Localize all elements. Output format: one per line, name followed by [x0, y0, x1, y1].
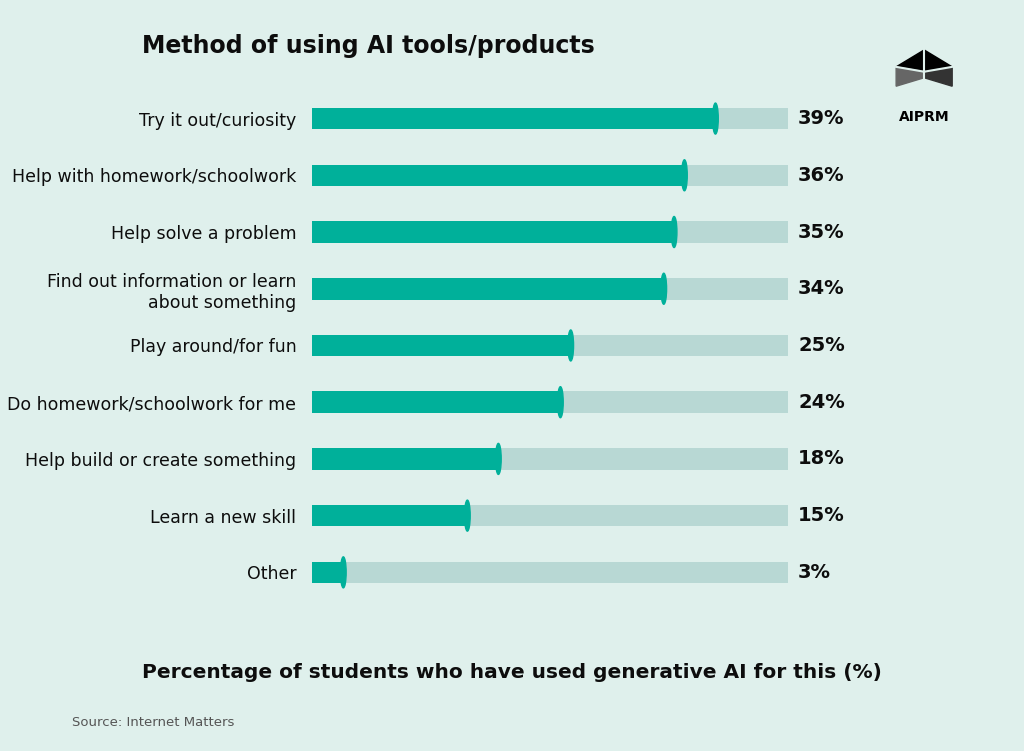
Bar [312, 562, 787, 583]
Bar [312, 278, 787, 300]
Bar [312, 164, 787, 186]
Polygon shape [896, 67, 924, 86]
Text: 34%: 34% [798, 279, 845, 298]
Circle shape [682, 160, 687, 191]
Text: 15%: 15% [798, 506, 845, 525]
Bar [312, 448, 499, 469]
Bar [312, 448, 787, 469]
Text: 39%: 39% [798, 109, 845, 128]
Circle shape [660, 273, 667, 304]
Bar [312, 562, 343, 583]
Bar [312, 335, 787, 356]
Bar [312, 391, 787, 413]
Bar [312, 164, 684, 186]
Circle shape [341, 556, 346, 588]
Bar [312, 278, 664, 300]
Circle shape [672, 216, 677, 248]
Bar [312, 222, 674, 243]
Text: Source: Internet Matters: Source: Internet Matters [72, 716, 234, 729]
Bar [312, 505, 467, 526]
Bar [312, 391, 560, 413]
Circle shape [465, 500, 470, 531]
Polygon shape [896, 50, 952, 71]
Polygon shape [924, 67, 952, 86]
Text: AIPRM: AIPRM [899, 110, 949, 124]
Text: 18%: 18% [798, 449, 845, 469]
Text: 35%: 35% [798, 222, 845, 242]
Circle shape [558, 387, 563, 418]
Bar [312, 108, 787, 129]
Bar [312, 335, 570, 356]
Text: Percentage of students who have used generative AI for this (%): Percentage of students who have used gen… [142, 662, 882, 682]
Text: 25%: 25% [798, 336, 845, 355]
Text: 24%: 24% [798, 393, 845, 412]
Text: 3%: 3% [798, 562, 831, 582]
Bar [312, 222, 787, 243]
Text: 36%: 36% [798, 166, 845, 185]
Circle shape [713, 103, 718, 134]
Text: Method of using AI tools/products: Method of using AI tools/products [142, 34, 595, 58]
Circle shape [496, 443, 501, 475]
Bar [312, 108, 716, 129]
Bar [312, 505, 787, 526]
Circle shape [568, 330, 573, 361]
